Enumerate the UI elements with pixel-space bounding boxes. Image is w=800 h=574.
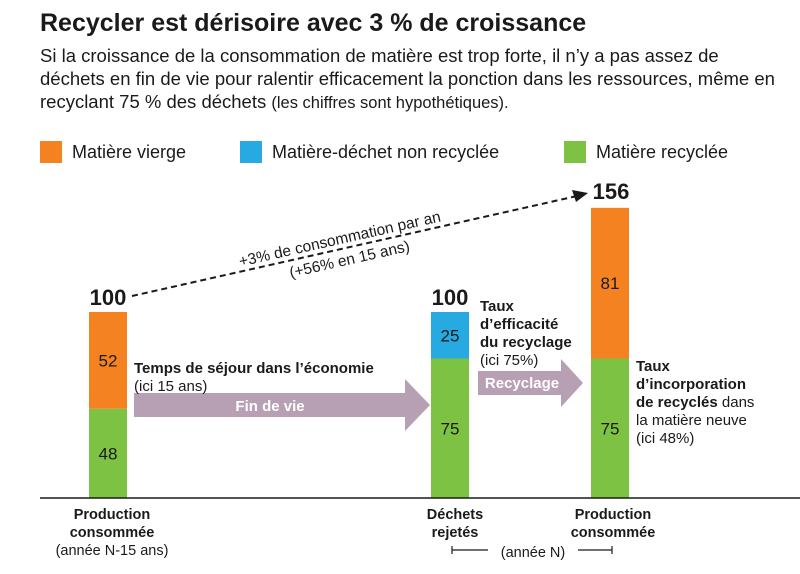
- growth-annotation: +3% de consommation par an (+56% en 15 a…: [237, 209, 442, 282]
- legend-label-recycled: Matière recyclée: [596, 141, 729, 162]
- legend-swatch-waste: [240, 141, 262, 163]
- category-3-line2: consommée: [571, 525, 656, 541]
- bar-3-recycled: [591, 358, 629, 498]
- efficiency-detail: (ici 75%): [480, 352, 538, 369]
- total-label-2: 100: [432, 285, 469, 310]
- period-label: (année N): [501, 545, 565, 561]
- bar-1-recycled: [89, 408, 127, 498]
- bar-2-waste: [431, 312, 469, 359]
- total-label-1: 100: [90, 285, 127, 310]
- chart-title: Recycler est dérisoire avec 3 % de crois…: [40, 9, 587, 37]
- legend-item-recycled: Matière recyclée: [564, 140, 728, 164]
- incorporation-line3: de recyclés dans: [636, 394, 754, 411]
- bar-1-virgin-value: 52: [99, 351, 118, 370]
- end-of-life-arrow: [134, 379, 430, 431]
- legend-swatch-virgin: [40, 141, 62, 163]
- subtitle-note: (les chiffres sont hypothétiques).: [271, 94, 509, 112]
- category-1-line2: consommée: [70, 525, 155, 541]
- category-1-line1: Production: [74, 507, 151, 523]
- category-2-line2: rejetés: [432, 525, 479, 541]
- recycling-label: Recyclage: [485, 375, 559, 392]
- bar-1-recycled-value: 48: [99, 444, 118, 463]
- efficiency-line3: du recyclage: [480, 334, 572, 351]
- subtitle-main: Si la croissance de la consommation de m…: [40, 45, 775, 112]
- incorporation-detail: (ici 48%): [636, 430, 694, 447]
- efficiency-line1: Taux: [480, 298, 515, 315]
- bar-2-waste-value: 25: [441, 326, 460, 345]
- period-label-bg: [488, 541, 578, 563]
- efficiency-line2: d’efficacité: [480, 316, 558, 333]
- residence-title: Temps de séjour dans l’économie: [134, 360, 374, 377]
- growth-arrow-head: [572, 190, 588, 202]
- incorporation-line4: la matière neuve: [636, 412, 747, 429]
- growth-arrow-line: [131, 195, 578, 297]
- incorporation-line1: Taux: [636, 358, 671, 375]
- legend-swatch-recycled: [564, 141, 586, 163]
- legend-label-waste: Matière-déchet non recyclée: [272, 141, 500, 162]
- category-2-line1: Déchets: [427, 507, 483, 523]
- end-of-life-label: Fin de vie: [235, 398, 304, 415]
- total-label-3: 156: [593, 179, 630, 204]
- bar-1-virgin: [89, 312, 127, 409]
- legend-label-virgin: Matière vierge: [72, 141, 187, 162]
- recycling-arrow: [478, 359, 583, 407]
- incorporation-line3-bold: de recyclés: [636, 394, 718, 411]
- incorporation-line2: d’incorporation: [636, 376, 746, 393]
- incorporation-line3-rest: dans: [718, 394, 755, 411]
- bar-3-virgin-value: 81: [601, 274, 620, 293]
- legend-item-waste: Matière-déchet non recyclée: [240, 140, 499, 164]
- category-3-line1: Production: [575, 507, 652, 523]
- legend-item-virgin: Matière vierge: [40, 140, 186, 164]
- chart-subtitle: Si la croissance de la consommation de m…: [40, 44, 780, 115]
- residence-detail: (ici 15 ans): [134, 378, 207, 395]
- bar-2-recycled: [431, 358, 469, 498]
- category-1-line3: (année N-15 ans): [56, 543, 169, 559]
- bar-3-virgin: [591, 207, 629, 359]
- bar-2-recycled-value: 75: [441, 419, 460, 438]
- bars-layer: 48 52 75 25 75 81: [89, 207, 629, 498]
- bar-3-recycled-value: 75: [601, 419, 620, 438]
